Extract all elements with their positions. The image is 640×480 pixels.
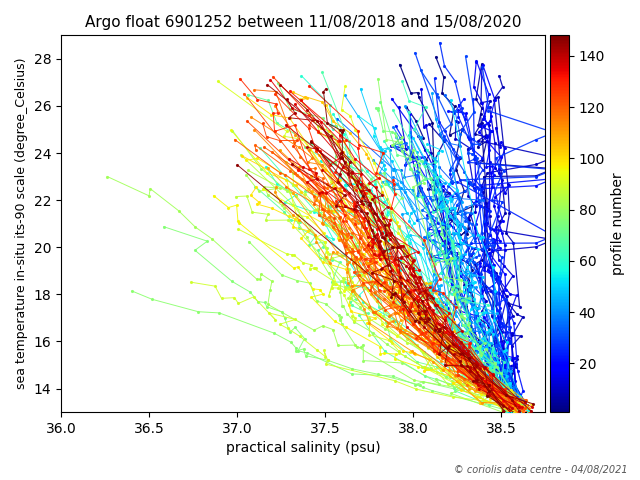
Text: © coriolis data centre - 04/08/2021: © coriolis data centre - 04/08/2021 [454,465,627,475]
Y-axis label: profile number: profile number [611,172,625,275]
Y-axis label: sea temperature in-situ its-90 scale (degree_Celsius): sea temperature in-situ its-90 scale (de… [15,58,28,389]
Title: Argo float 6901252 between 11/08/2018 and 15/08/2020: Argo float 6901252 between 11/08/2018 an… [84,15,521,30]
X-axis label: practical salinity (psu): practical salinity (psu) [226,442,380,456]
